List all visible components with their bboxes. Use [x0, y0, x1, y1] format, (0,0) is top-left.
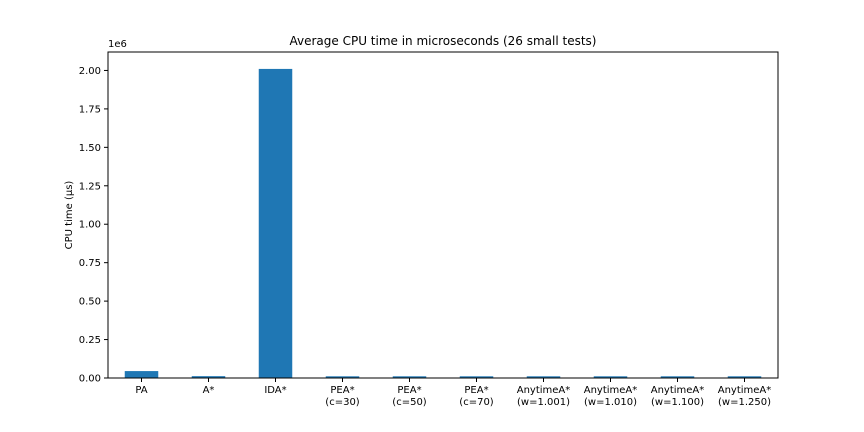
x-tick-label: (w=1.100) [651, 397, 704, 408]
y-tick-label: 1.25 [79, 181, 101, 192]
x-tick-label: (w=1.001) [517, 397, 570, 408]
y-tick-label: 2.00 [79, 66, 101, 77]
y-axis-label: CPU time (µs) [64, 181, 75, 250]
x-tick-label: AnytimeA* [718, 385, 772, 396]
y-tick-label: 1.75 [79, 104, 101, 115]
bar-9 [727, 376, 762, 378]
y-ticks: 0.00 0.25 0.50 0.75 1.00 1.25 1.50 1.75 2.00 [79, 66, 108, 385]
bar-7 [593, 376, 628, 378]
bar-2 [258, 68, 293, 378]
y-axis-offset-label: 1e6 [108, 39, 127, 50]
x-tick-label: AnytimeA* [651, 385, 705, 396]
chart-title: Average CPU time in microseconds (26 sma… [289, 34, 596, 48]
x-tick-label: PA [135, 385, 147, 396]
x-tick-label: PEA* [464, 385, 488, 396]
bar-6 [526, 376, 561, 378]
x-tick-label: (c=70) [459, 397, 494, 408]
bar-8 [660, 376, 695, 378]
x-ticks: PA A* IDA* PEA*(c=30)PEA*(c=50)PEA*(c=70)An… [135, 378, 771, 408]
y-tick-label: 1.50 [79, 143, 101, 154]
y-tick-label: 0.00 [79, 374, 101, 385]
x-tick-label: AnytimeA* [517, 385, 571, 396]
x-tick-label: (w=1.250) [718, 397, 771, 408]
x-tick-label: PEA* [330, 385, 354, 396]
y-tick-label: 0.25 [79, 335, 101, 346]
bar-0 [124, 371, 159, 378]
y-tick-label: 0.75 [79, 258, 101, 269]
bar-3 [325, 376, 360, 378]
x-tick-label: (c=30) [325, 397, 360, 408]
plot-frame [107, 51, 779, 379]
bar-1 [191, 376, 226, 378]
bar-5 [459, 376, 494, 378]
x-tick-label: AnytimeA* [584, 385, 638, 396]
bar-4 [392, 376, 427, 378]
x-tick-label: A* [203, 385, 215, 396]
bars-layer [124, 68, 762, 378]
x-tick-label: IDA* [264, 385, 286, 396]
x-tick-label: (w=1.010) [584, 397, 637, 408]
y-tick-label: 1.00 [79, 220, 101, 231]
y-tick-label: 0.50 [79, 297, 101, 308]
x-tick-label: (c=50) [392, 397, 427, 408]
x-tick-label: PEA* [397, 385, 421, 396]
